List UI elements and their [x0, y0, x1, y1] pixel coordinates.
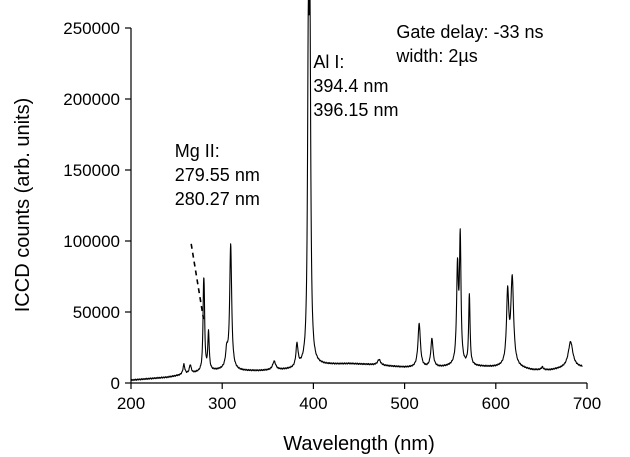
- y-tick-label: 200000: [63, 90, 120, 109]
- y-tick-label: 150000: [63, 161, 120, 180]
- x-tick-label: 300: [208, 394, 236, 413]
- annotation-text: width: 2µs: [395, 46, 477, 66]
- y-ticks: 0 50000 100000 150000 200000 250000: [63, 19, 131, 393]
- x-axis-label: Wavelength (nm): [283, 433, 435, 455]
- x-tick-label: 700: [573, 394, 601, 413]
- mg-leader-line: [190, 243, 205, 320]
- axes: [130, 28, 587, 384]
- x-tick-label: 200: [117, 394, 145, 413]
- x-tick-label: 600: [482, 394, 510, 413]
- annotation-text: 279.55 nm: [175, 165, 260, 185]
- annotation-text: 394.4 nm: [313, 76, 388, 96]
- x-ticks: 200 300 400 500 600 700: [117, 383, 601, 413]
- x-tick-label: 400: [299, 394, 327, 413]
- annotations: Mg II: 279.55 nm 280.27 nm Al I: 394.4 nm 396…: [175, 22, 544, 209]
- y-tick-label: 250000: [63, 19, 120, 38]
- spectrum-line: [130, 0, 583, 382]
- y-tick-label: 0: [111, 374, 120, 393]
- y-tick-label: 50000: [73, 303, 120, 322]
- y-axis-label: ICCD counts (arb. units): [12, 98, 34, 313]
- y-tick-label: 100000: [63, 232, 120, 251]
- x-tick-label: 500: [390, 394, 418, 413]
- annotation-text: Al I:: [313, 52, 344, 72]
- annotation-text: Gate delay: -33 ns: [396, 22, 543, 42]
- annotation-text: Mg II:: [175, 141, 220, 161]
- annotation-text: 396.15 nm: [313, 100, 398, 120]
- annotation-text: 280.27 nm: [175, 189, 260, 209]
